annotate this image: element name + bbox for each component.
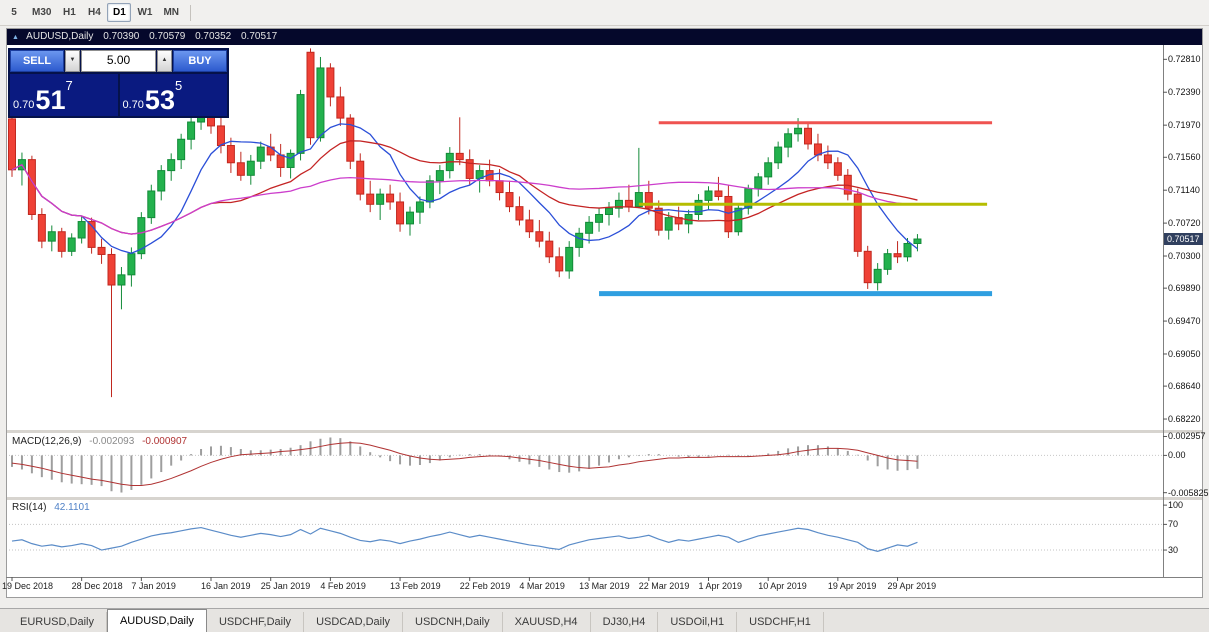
macd-name: MACD(12,26,9) xyxy=(12,436,82,447)
timeframe-button-5[interactable]: 5 xyxy=(11,7,17,18)
chart-icon: ▲ xyxy=(12,34,19,41)
chart-tab-USDCHF-Daily[interactable]: USDCHF,Daily xyxy=(207,612,305,632)
sell-price-pips: 51 xyxy=(35,85,66,115)
buy-button[interactable]: BUY xyxy=(173,50,227,72)
date-label: 1 Apr 2019 xyxy=(698,581,743,591)
sell-price-prefix: 0.70 xyxy=(13,99,35,111)
open-value: 0.70390 xyxy=(103,31,140,42)
date-label: 29 Apr 2019 xyxy=(887,581,937,591)
chart-tab-bar: EURUSD,Daily AUDUSD,Daily USDCHF,Daily USDC… xyxy=(0,608,1209,632)
high-value: 0.70579 xyxy=(149,31,186,42)
price-scale-label: 0.70300 xyxy=(1168,251,1201,262)
candlesticks xyxy=(8,48,922,398)
price-scale-label: 0.69470 xyxy=(1168,316,1201,327)
timeframe-button-MN[interactable]: MN xyxy=(163,7,180,18)
date-label: 19 Dec 2018 xyxy=(2,581,54,591)
trade-prices-row: 0.70 51 7 0.70 53 5 xyxy=(10,74,227,116)
buy-price-prefix: 0.70 xyxy=(122,99,144,111)
chart-title-bar: ▲ AUDUSD,Daily 0.70390 0.70579 0.70352 0… xyxy=(7,29,1202,45)
price-scale-label: 0.69050 xyxy=(1168,348,1201,359)
chart-tab-DJ30-H4[interactable]: DJ30,H4 xyxy=(591,612,659,632)
date-label: 4 Mar 2019 xyxy=(519,581,565,591)
timeframe-toolbar: 5 M30 H1 H4 D1 W1 MN xyxy=(0,0,1209,26)
macd-scale-label: 0.002957 xyxy=(1168,431,1206,442)
rsi-name: RSI(14) xyxy=(12,502,47,513)
chart-tab-EURUSD-Daily[interactable]: EURUSD,Daily xyxy=(8,612,107,632)
volume-increase-icon[interactable]: ▲ xyxy=(157,50,172,72)
one-click-trading-panel: SELL ▼ 5.00 ▲ BUY 0.70 51 7 0.70 53 5 xyxy=(8,48,229,118)
sell-button[interactable]: SELL xyxy=(10,50,64,72)
buy-price-point: 5 xyxy=(174,78,183,93)
price-scale-label: 0.68220 xyxy=(1168,414,1201,425)
price-scale-label: 0.70720 xyxy=(1168,218,1201,229)
timeframe-button-H1[interactable]: H1 xyxy=(63,7,76,18)
price-scale-label: 0.71140 xyxy=(1168,185,1200,196)
date-label: 22 Feb 2019 xyxy=(459,581,511,591)
date-label: 22 Mar 2019 xyxy=(638,581,690,591)
rsi-indicator-label: RSI(14) 42.1101 xyxy=(12,502,90,513)
sell-price-point: 7 xyxy=(65,78,73,93)
macd-signal-line xyxy=(11,442,918,486)
low-value: 0.70352 xyxy=(195,31,232,42)
price-scale-label: 0.71560 xyxy=(1168,152,1201,163)
chart-tab-AUDUSD-Daily[interactable]: AUDUSD,Daily xyxy=(106,609,207,632)
date-label: 19 Apr 2019 xyxy=(827,581,877,591)
chart-tab-USDCHF-H1[interactable]: USDCHF,H1 xyxy=(737,612,824,632)
macd-scale-label: 0.00 xyxy=(1168,450,1186,461)
macd-scale-label: -0.005825 xyxy=(1168,487,1209,498)
date-label: 13 Mar 2019 xyxy=(579,581,630,591)
price-scale-label: 0.68640 xyxy=(1168,381,1201,392)
buy-price-display[interactable]: 0.70 53 5 xyxy=(119,74,227,116)
date-label: 16 Jan 2019 xyxy=(201,581,251,591)
close-value: 0.70517 xyxy=(241,31,278,42)
timeframe-button-W1[interactable]: W1 xyxy=(137,7,153,18)
macd-signal-value: -0.000907 xyxy=(142,436,188,447)
chart-tab-USDOil-H1[interactable]: USDOil,H1 xyxy=(658,612,738,632)
symbol-label: AUDUSD,Daily xyxy=(26,31,94,42)
price-scale-label: 0.69890 xyxy=(1168,283,1201,294)
time-axis[interactable]: 19 Dec 2018 28 Dec 2018 7 Jan 2019 16 Jan 2… xyxy=(0,578,1209,598)
date-label: 25 Jan 2019 xyxy=(260,581,311,591)
ma-fast-line[interactable] xyxy=(11,123,918,254)
price-scale-label: 0.72810 xyxy=(1168,54,1201,65)
sell-price-display[interactable]: 0.70 51 7 xyxy=(10,74,118,116)
chart-window xyxy=(6,28,1203,598)
rsi-scale-label: 70 xyxy=(1168,519,1179,530)
timeframe-button-M30[interactable]: M30 xyxy=(32,7,52,18)
trade-controls-row: SELL ▼ 5.00 ▲ BUY xyxy=(10,50,227,72)
current-price-tag: 0.70517 xyxy=(1164,233,1203,246)
ma-slow-line[interactable] xyxy=(11,163,918,235)
macd-histogram xyxy=(11,437,919,493)
macd-indicator-label: MACD(12,26,9) -0.002093 -0.000907 xyxy=(12,436,187,447)
date-label: 13 Feb 2019 xyxy=(390,581,441,591)
chart-tab-XAUUSD-H4[interactable]: XAUUSD,H4 xyxy=(503,612,591,632)
panel-splitter-rsi[interactable] xyxy=(7,497,1202,500)
rsi-scale-label: 30 xyxy=(1168,545,1179,556)
price-scale-label: 0.72390 xyxy=(1168,87,1201,98)
date-label: 4 Feb 2019 xyxy=(320,581,366,591)
price-scale[interactable]: 0.70517 0.72810 0.72390 0.71970 0.71560 0.71… xyxy=(1163,44,1209,578)
toolbar-separator xyxy=(190,4,192,21)
date-label: 28 Dec 2018 xyxy=(71,581,123,591)
panel-splitter-macd[interactable] xyxy=(7,430,1202,433)
timeframe-button-D1[interactable]: D1 xyxy=(107,3,132,22)
rsi-value: 42.1101 xyxy=(54,502,90,513)
rsi-scale-label: 100 xyxy=(1168,500,1184,511)
price-scale-label: 0.71970 xyxy=(1168,120,1201,131)
chart-tab-USDCAD-Daily[interactable]: USDCAD,Daily xyxy=(304,612,404,632)
chart-tab-USDCNH-Daily[interactable]: USDCNH,Daily xyxy=(403,612,503,632)
macd-main-value: -0.002093 xyxy=(89,436,135,447)
date-label: 10 Apr 2019 xyxy=(758,581,807,591)
rsi-line xyxy=(11,526,918,552)
buy-price-pips: 53 xyxy=(144,85,175,115)
volume-input[interactable]: 5.00 xyxy=(81,50,156,72)
volume-decrease-icon[interactable]: ▼ xyxy=(65,50,80,72)
timeframe-button-H4[interactable]: H4 xyxy=(88,7,101,18)
date-label: 7 Jan 2019 xyxy=(131,581,176,591)
